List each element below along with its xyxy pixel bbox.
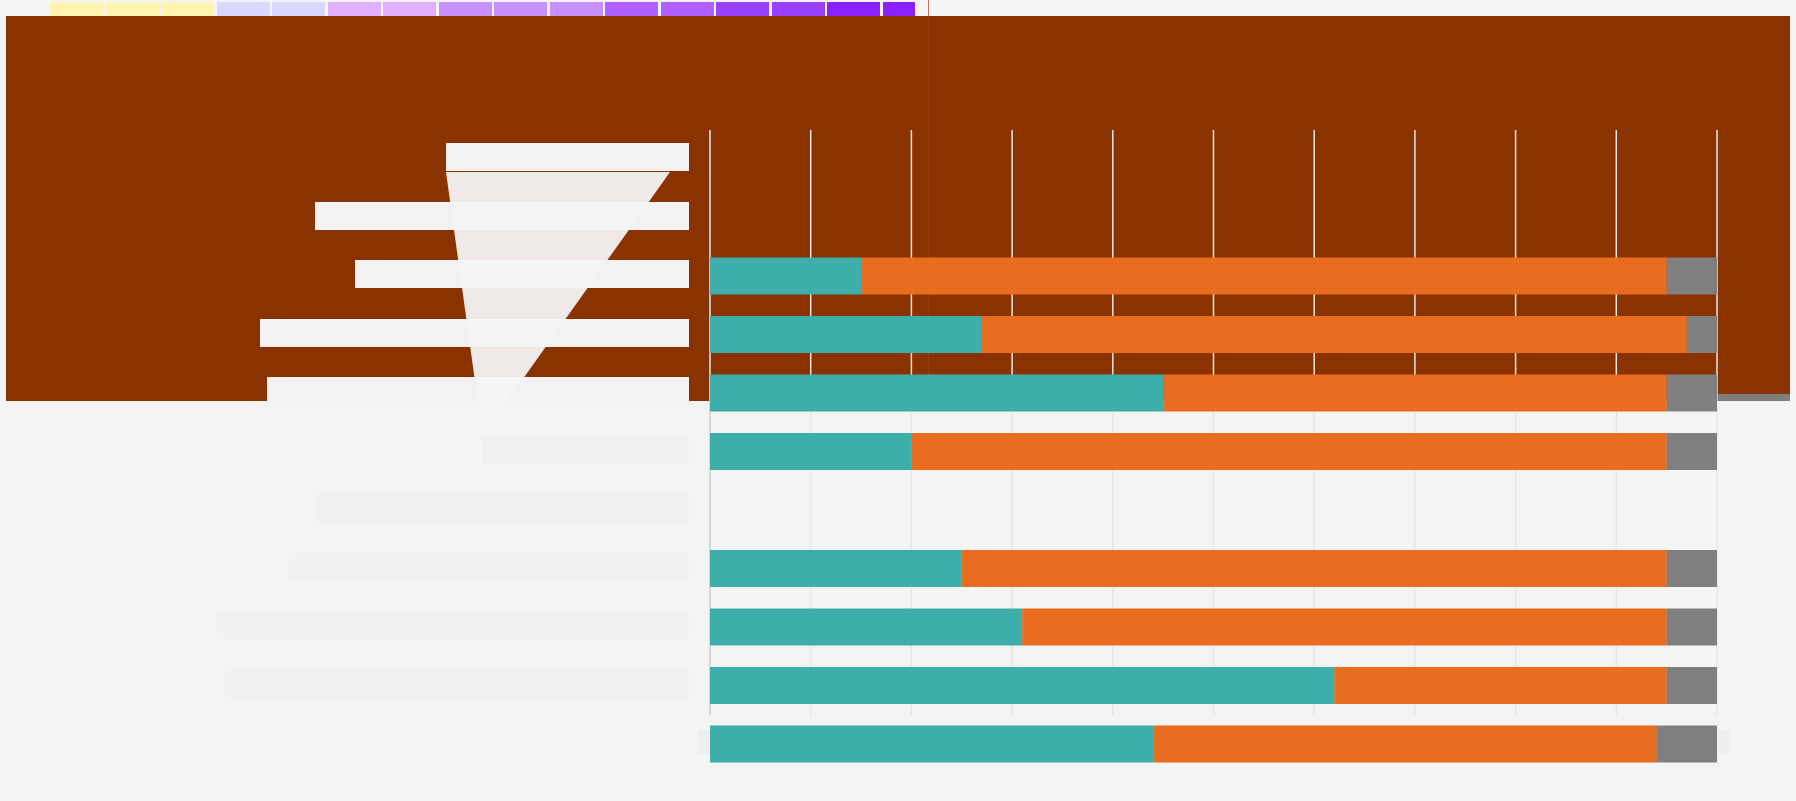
band-accent [1718, 394, 1790, 401]
bar-segment-series-3 [1666, 433, 1717, 470]
bar-segment-series-1 [710, 374, 1164, 412]
strip-segment [605, 2, 658, 16]
strip-segment [549, 2, 603, 16]
bar-segment-series-2 [981, 316, 1687, 353]
strip-segment [327, 2, 381, 16]
strip-segment [272, 2, 325, 16]
strip-segment [161, 2, 214, 16]
bar-segment-series-1 [710, 257, 862, 295]
category-label [225, 669, 689, 698]
bar-segment-series-2 [1163, 374, 1667, 412]
bar-segment-series-3 [1666, 667, 1717, 704]
category-label [217, 611, 689, 639]
band-divider [928, 0, 929, 401]
bar-segment-series-1 [710, 433, 912, 470]
bar-segment-series-1 [710, 550, 962, 587]
bar-segment-series-2 [911, 433, 1667, 470]
bar-segment-series-1 [710, 608, 1023, 646]
bar-segment-series-3 [1686, 316, 1717, 353]
bar-segment-series-2 [1334, 667, 1667, 704]
strip-segment [216, 2, 270, 16]
bar-segment-series-3 [1666, 257, 1717, 295]
strip-segment [827, 2, 880, 16]
bar-segment-series-1 [710, 667, 1335, 704]
bar-segment-series-3 [1666, 608, 1717, 646]
bar-segment-series-2 [861, 257, 1667, 295]
strip-segment [494, 2, 547, 16]
bar-segment-series-3 [1656, 725, 1717, 763]
strip-segment [50, 2, 103, 16]
strip-segment [882, 2, 915, 16]
category-label [446, 143, 689, 171]
bar-segment-series-2 [1153, 725, 1657, 763]
bar-segment-series-1 [710, 725, 1154, 763]
category-label [482, 435, 689, 464]
strip-segment [771, 2, 825, 16]
strip-segment [438, 2, 492, 16]
strip-segment [383, 2, 436, 16]
category-label [316, 494, 689, 522]
strip-segment [716, 2, 769, 16]
strip-segment [105, 2, 159, 16]
bar-segment-series-1 [710, 316, 982, 353]
bar-segment-series-2 [1022, 608, 1667, 646]
bar-segment-series-3 [1666, 374, 1717, 412]
decorative-strip [0, 0, 915, 16]
strip-segment [660, 2, 714, 16]
bar-segment-series-3 [1666, 550, 1717, 587]
bar-segment-series-2 [961, 550, 1667, 587]
category-label [289, 552, 689, 581]
